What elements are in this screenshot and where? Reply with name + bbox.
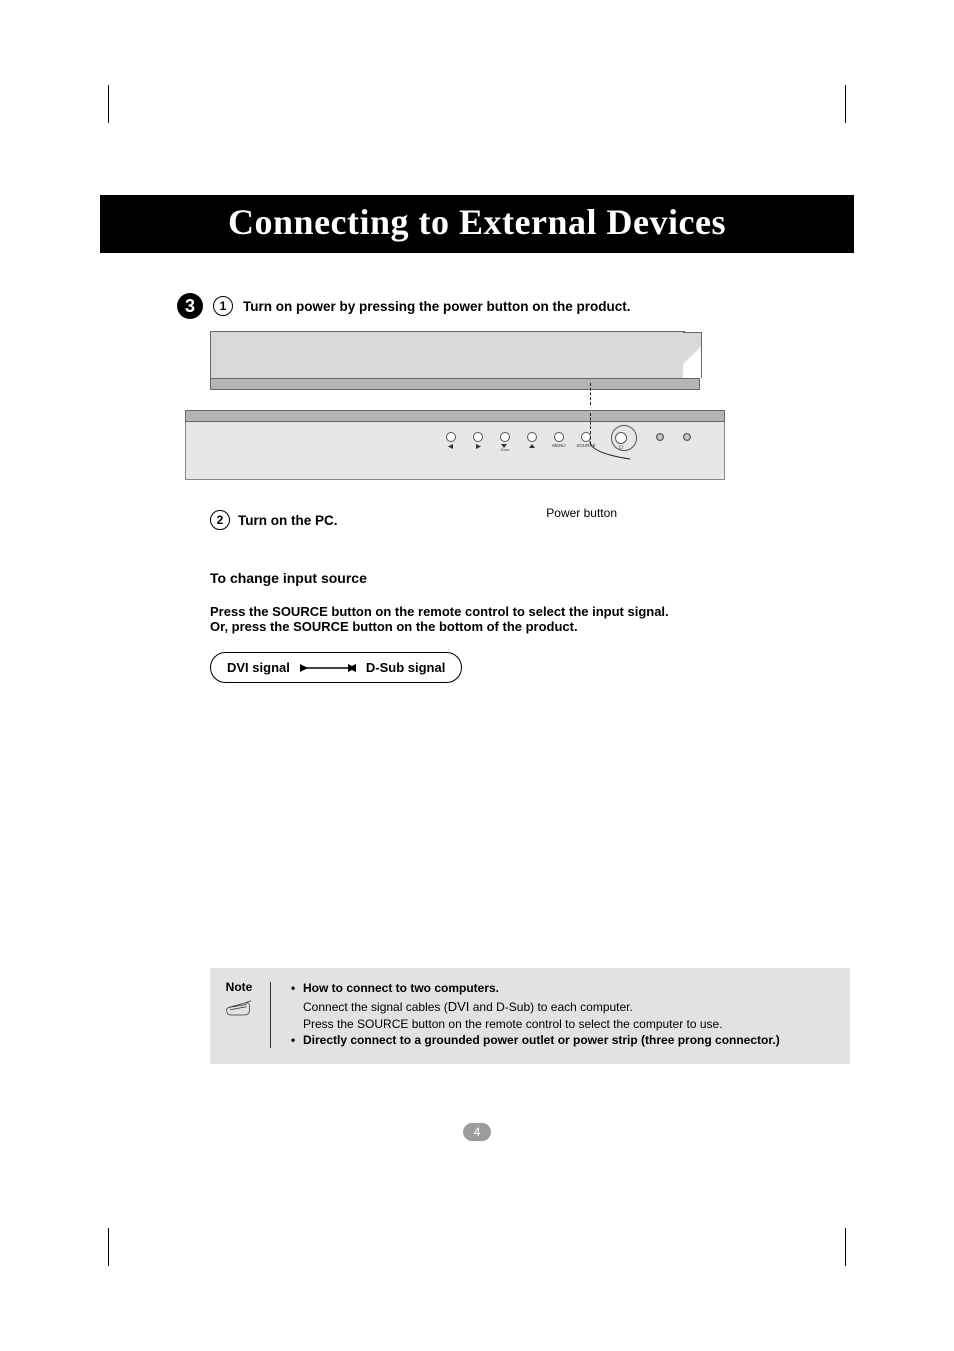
page-number: 4	[463, 1123, 491, 1141]
callout-line	[590, 413, 591, 429]
callout-line	[590, 383, 591, 405]
note-item-1-title: How to connect to two computers.	[303, 981, 499, 995]
crop-mark	[845, 85, 846, 123]
nav-left-button	[444, 432, 458, 449]
product-diagram: Zoom MENU SOURCE ⏻ Power button	[210, 331, 685, 480]
pill-left: DVI signal	[227, 660, 290, 675]
crop-mark	[845, 1228, 846, 1266]
power-button-label: Power button	[546, 506, 617, 520]
pill-right: D-Sub signal	[366, 660, 445, 675]
section-heading: To change input source	[210, 570, 824, 586]
double-arrow-icon	[300, 663, 356, 673]
page-title: Connecting to External Devices	[100, 195, 854, 253]
note-item-1: How to connect to two computers.	[291, 980, 780, 996]
substep-badge-2: 2	[210, 510, 230, 530]
note-item-2: Directly connect to a grounded power out…	[291, 1032, 780, 1048]
button-row: Zoom MENU SOURCE ⏻	[444, 432, 694, 453]
diagram-base: Zoom MENU SOURCE ⏻	[185, 422, 725, 480]
step-2-text: Turn on the PC.	[238, 513, 338, 528]
step-2-row: 2 Turn on the PC.	[210, 510, 824, 530]
note-item-1-line1: Connect the signal cables (DVI and D-Sub…	[291, 998, 780, 1016]
crop-mark	[108, 1228, 109, 1266]
content-area: 3 1 Turn on power by pressing the power …	[100, 253, 854, 1064]
crop-mark	[108, 85, 109, 123]
step-1-text: Turn on power by pressing the power butt…	[243, 299, 631, 314]
diagram-shelf	[210, 378, 700, 390]
indicator-1	[653, 432, 667, 441]
note-label: Note	[226, 980, 253, 994]
diagram-base-top	[185, 410, 725, 422]
note-item-1-line2: Press the SOURCE button on the remote co…	[291, 1016, 780, 1032]
substep-badge-1: 1	[213, 296, 233, 316]
note-divider	[270, 982, 271, 1048]
note-body: How to connect to two computers. Connect…	[287, 980, 780, 1050]
section-body: Press the SOURCE button on the remote co…	[210, 604, 824, 634]
note-left: Note	[224, 980, 254, 1050]
section-body-line2: Or, press the SOURCE button on the botto…	[210, 619, 578, 634]
note-box: Note How to connect to two computers. Co…	[210, 968, 850, 1064]
menu-button: MENU	[552, 432, 566, 449]
nav-down-button: Zoom	[498, 432, 512, 453]
step-badge-3: 3	[177, 293, 203, 319]
section-body-line1: Press the SOURCE button on the remote co…	[210, 604, 669, 619]
step-3-row: 3 1 Turn on power by pressing the power …	[177, 293, 824, 319]
hand-icon	[224, 998, 254, 1020]
signal-toggle-pill: DVI signal D-Sub signal	[210, 652, 462, 683]
indicator-2	[680, 432, 694, 441]
page-content: Connecting to External Devices 3 1 Turn …	[100, 195, 854, 1064]
callout-curve	[580, 441, 640, 471]
diagram-monitor	[210, 331, 685, 379]
nav-right-button	[471, 432, 485, 449]
nav-up-button	[525, 432, 539, 448]
